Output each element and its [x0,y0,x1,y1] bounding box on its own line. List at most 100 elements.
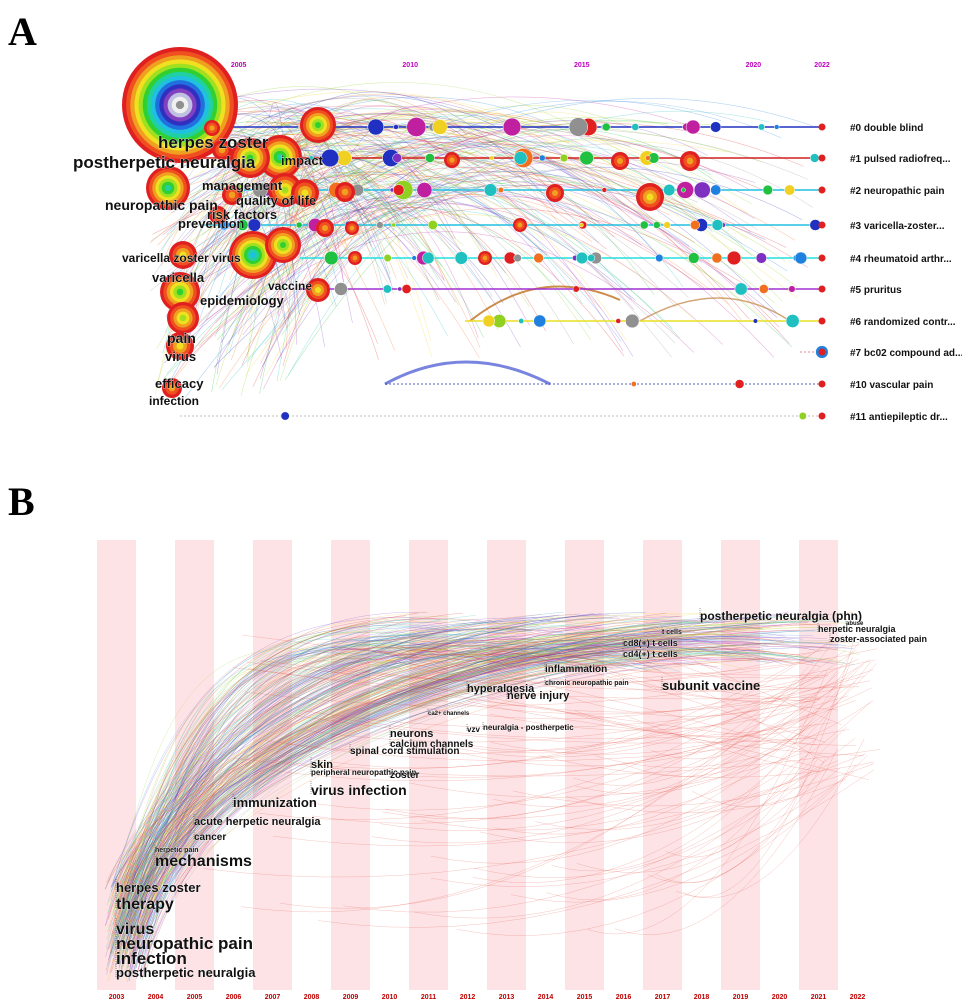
year-band [487,540,526,990]
co-occurrence-arc [118,624,706,902]
citation-arc [264,122,386,305]
cited-node [617,158,623,164]
co-occurrence-arc [130,651,463,889]
cited-node [809,153,820,163]
cited-node [774,124,780,130]
co-occurrence-arc [128,639,639,919]
co-occurrence-arc [139,644,482,917]
cited-node [784,184,796,196]
panel-a-letter: A [8,9,37,54]
co-occurrence-arc [123,616,555,951]
co-occurrence-arc [111,647,482,954]
keyword-label: immunization [233,795,317,810]
cited-node [818,221,826,229]
co-occurrence-arc [119,616,639,920]
citation-arc [216,119,669,341]
cited-node [393,184,405,196]
co-occurrence-arc [203,760,839,878]
co-occurrence-arc [513,763,874,807]
citation-arc [163,207,625,394]
co-occurrence-arc [120,653,526,974]
co-occurrence-arc [286,729,850,762]
co-occurrence-arc [116,644,422,889]
co-occurrence-arc [132,647,752,899]
co-occurrence-arc [467,701,856,747]
co-occurrence-arc [104,638,671,890]
co-occurrence-arc [144,653,610,935]
cited-node [411,255,417,261]
co-occurrence-arc [105,648,809,883]
co-occurrence-arc [121,632,626,912]
cluster-arc [639,297,791,322]
cited-node [341,188,349,196]
co-occurrence-arc [115,622,770,890]
co-occurrence-arc [115,633,478,944]
cited-node [579,150,594,166]
citation-arc [259,191,391,394]
co-occurrence-arc [116,622,539,945]
co-occurrence-arc [128,628,564,976]
co-occurrence-arc [371,667,859,844]
cited-node [383,254,392,262]
citation-arc [264,143,814,344]
citation-arc [166,194,596,390]
keyword-label: efficacy [155,376,204,391]
panel-b-letter: B [8,479,35,524]
co-occurrence-arc [133,611,428,909]
year-band [175,540,214,990]
cited-node [645,155,651,161]
keyword-label: neuropathic pain [105,197,218,213]
co-occurrence-arc [111,624,440,888]
co-occurrence-arc [624,714,821,773]
citation-arc [279,203,634,357]
cluster-label: #6 randomized contr... [850,317,956,328]
cited-node [726,250,742,266]
co-occurrence-arc [117,646,631,934]
co-occurrence-arc [117,642,816,891]
cluster-label: #2 neuropathic pain [850,186,944,197]
co-occurrence-arcs [104,611,881,982]
co-occurrence-arc [115,643,618,967]
cluster-label: #3 varicella-zoster... [850,221,945,232]
co-occurrence-arc [573,641,834,786]
cited-node [631,123,640,131]
cited-node [734,379,745,389]
co-occurrence-arc [125,625,754,970]
year-tick-label: 2010 [402,62,418,69]
co-occurrence-arc [131,643,680,958]
co-occurrence-arc [378,651,829,759]
citation-arc [286,198,479,339]
co-occurrence-arc [124,661,652,956]
cited-node [367,118,385,136]
cited-node [454,251,468,265]
co-occurrence-arc [267,658,859,769]
co-occurrence-arc [141,612,463,938]
co-occurrence-arc [137,631,412,947]
co-occurrence-arc [123,620,566,919]
co-occurrence-arc [233,667,835,700]
citation-arc [218,108,583,179]
cluster-label: #10 vascular pain [850,380,933,391]
co-occurrence-arc [113,619,691,918]
co-occurrence-arc [318,769,875,928]
co-occurrence-arc [114,612,789,888]
co-occurrence-arc [119,636,460,938]
co-occurrence-arc [108,660,657,982]
cited-node [762,184,773,196]
cited-node [639,220,649,230]
cited-node [246,154,254,162]
co-occurrence-arc [473,642,823,679]
co-occurrence-arc [135,647,413,921]
co-occurrence-arc [131,640,538,963]
citation-arc [215,181,439,386]
co-occurrence-arc [107,613,679,982]
cited-node [755,252,767,264]
co-occurrence-arc [105,644,504,926]
citation-arc [171,148,642,246]
cited-node [752,318,758,324]
keyword-label: nerve injury [507,690,570,702]
year-label: 2003 [109,994,125,1001]
co-occurrence-arc [260,660,860,691]
cited-node [280,242,286,248]
year-label: 2010 [382,994,398,1001]
